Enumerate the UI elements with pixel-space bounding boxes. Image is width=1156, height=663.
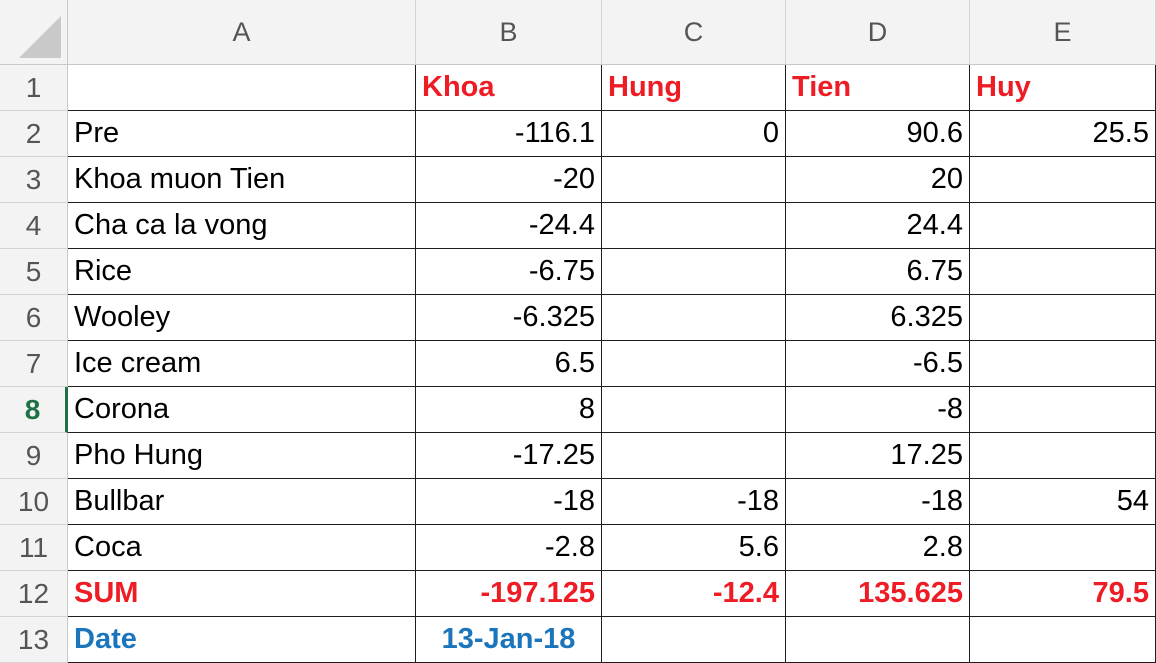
cell-c2[interactable]: 0: [602, 111, 786, 157]
cell-b9[interactable]: -17.25: [416, 433, 602, 479]
row-header-4[interactable]: 4: [0, 203, 68, 249]
cell-d4[interactable]: 24.4: [786, 203, 970, 249]
cell-d9[interactable]: 17.25: [786, 433, 970, 479]
cell-a6[interactable]: Wooley: [68, 295, 416, 341]
cell-d5[interactable]: 6.75: [786, 249, 970, 295]
cell-c7[interactable]: [602, 341, 786, 387]
cell-c8[interactable]: [602, 387, 786, 433]
cell-d8[interactable]: -8: [786, 387, 970, 433]
row-header-12[interactable]: 12: [0, 571, 68, 617]
cell-b5[interactable]: -6.75: [416, 249, 602, 295]
select-all-corner[interactable]: [0, 0, 68, 65]
cell-a13[interactable]: Date: [68, 617, 416, 663]
cell-a5[interactable]: Rice: [68, 249, 416, 295]
column-header-d[interactable]: D: [786, 0, 970, 65]
cell-e2[interactable]: 25.5: [970, 111, 1156, 157]
row-header-6[interactable]: 6: [0, 295, 68, 341]
cell-c11[interactable]: 5.6: [602, 525, 786, 571]
cell-b12[interactable]: -197.125: [416, 571, 602, 617]
cell-c10[interactable]: -18: [602, 479, 786, 525]
row-header-2[interactable]: 2: [0, 111, 68, 157]
cell-c13[interactable]: [602, 617, 786, 663]
cell-b3[interactable]: -20: [416, 157, 602, 203]
cell-e8[interactable]: [970, 387, 1156, 433]
cell-c5[interactable]: [602, 249, 786, 295]
cell-a3[interactable]: Khoa muon Tien: [68, 157, 416, 203]
cell-a4[interactable]: Cha ca la vong: [68, 203, 416, 249]
column-header-c[interactable]: C: [602, 0, 786, 65]
row-header-11[interactable]: 11: [0, 525, 68, 571]
row-header-8[interactable]: 8: [0, 387, 68, 433]
cell-a8[interactable]: Corona: [68, 387, 416, 433]
row-header-5[interactable]: 5: [0, 249, 68, 295]
row-header-1[interactable]: 1: [0, 65, 68, 111]
cell-e12[interactable]: 79.5: [970, 571, 1156, 617]
cell-e1[interactable]: Huy: [970, 65, 1156, 111]
cell-c12[interactable]: -12.4: [602, 571, 786, 617]
cell-e4[interactable]: [970, 203, 1156, 249]
cell-e7[interactable]: [970, 341, 1156, 387]
cell-a10[interactable]: Bullbar: [68, 479, 416, 525]
column-header-b[interactable]: B: [416, 0, 602, 65]
cell-b7[interactable]: 6.5: [416, 341, 602, 387]
cell-e5[interactable]: [970, 249, 1156, 295]
cell-d11[interactable]: 2.8: [786, 525, 970, 571]
cell-a11[interactable]: Coca: [68, 525, 416, 571]
cell-d3[interactable]: 20: [786, 157, 970, 203]
cell-d10[interactable]: -18: [786, 479, 970, 525]
cell-e9[interactable]: [970, 433, 1156, 479]
cell-d7[interactable]: -6.5: [786, 341, 970, 387]
cell-a9[interactable]: Pho Hung: [68, 433, 416, 479]
cell-a7[interactable]: Ice cream: [68, 341, 416, 387]
row-header-9[interactable]: 9: [0, 433, 68, 479]
row-header-7[interactable]: 7: [0, 341, 68, 387]
cell-b13[interactable]: 13-Jan-18: [416, 617, 602, 663]
cell-b2[interactable]: -116.1: [416, 111, 602, 157]
cell-c4[interactable]: [602, 203, 786, 249]
cell-b10[interactable]: -18: [416, 479, 602, 525]
cell-c1[interactable]: Hung: [602, 65, 786, 111]
cell-d12[interactable]: 135.625: [786, 571, 970, 617]
cell-b6[interactable]: -6.325: [416, 295, 602, 341]
row-header-3[interactable]: 3: [0, 157, 68, 203]
cell-c6[interactable]: [602, 295, 786, 341]
cell-d6[interactable]: 6.325: [786, 295, 970, 341]
cell-b4[interactable]: -24.4: [416, 203, 602, 249]
cell-e13[interactable]: [970, 617, 1156, 663]
cell-e3[interactable]: [970, 157, 1156, 203]
row-header-13[interactable]: 13: [0, 617, 68, 663]
cell-e6[interactable]: [970, 295, 1156, 341]
cell-e11[interactable]: [970, 525, 1156, 571]
cell-d2[interactable]: 90.6: [786, 111, 970, 157]
cell-b8[interactable]: 8: [416, 387, 602, 433]
cell-e10[interactable]: 54: [970, 479, 1156, 525]
cell-a12[interactable]: SUM: [68, 571, 416, 617]
cell-c3[interactable]: [602, 157, 786, 203]
cell-d1[interactable]: Tien: [786, 65, 970, 111]
cell-a1[interactable]: [68, 65, 416, 111]
cell-b11[interactable]: -2.8: [416, 525, 602, 571]
column-header-e[interactable]: E: [970, 0, 1156, 65]
cell-b1[interactable]: Khoa: [416, 65, 602, 111]
row-header-10[interactable]: 10: [0, 479, 68, 525]
cell-d13[interactable]: [786, 617, 970, 663]
select-all-triangle-icon: [19, 16, 61, 58]
cell-c9[interactable]: [602, 433, 786, 479]
cell-a2[interactable]: Pre: [68, 111, 416, 157]
column-header-a[interactable]: A: [68, 0, 416, 65]
